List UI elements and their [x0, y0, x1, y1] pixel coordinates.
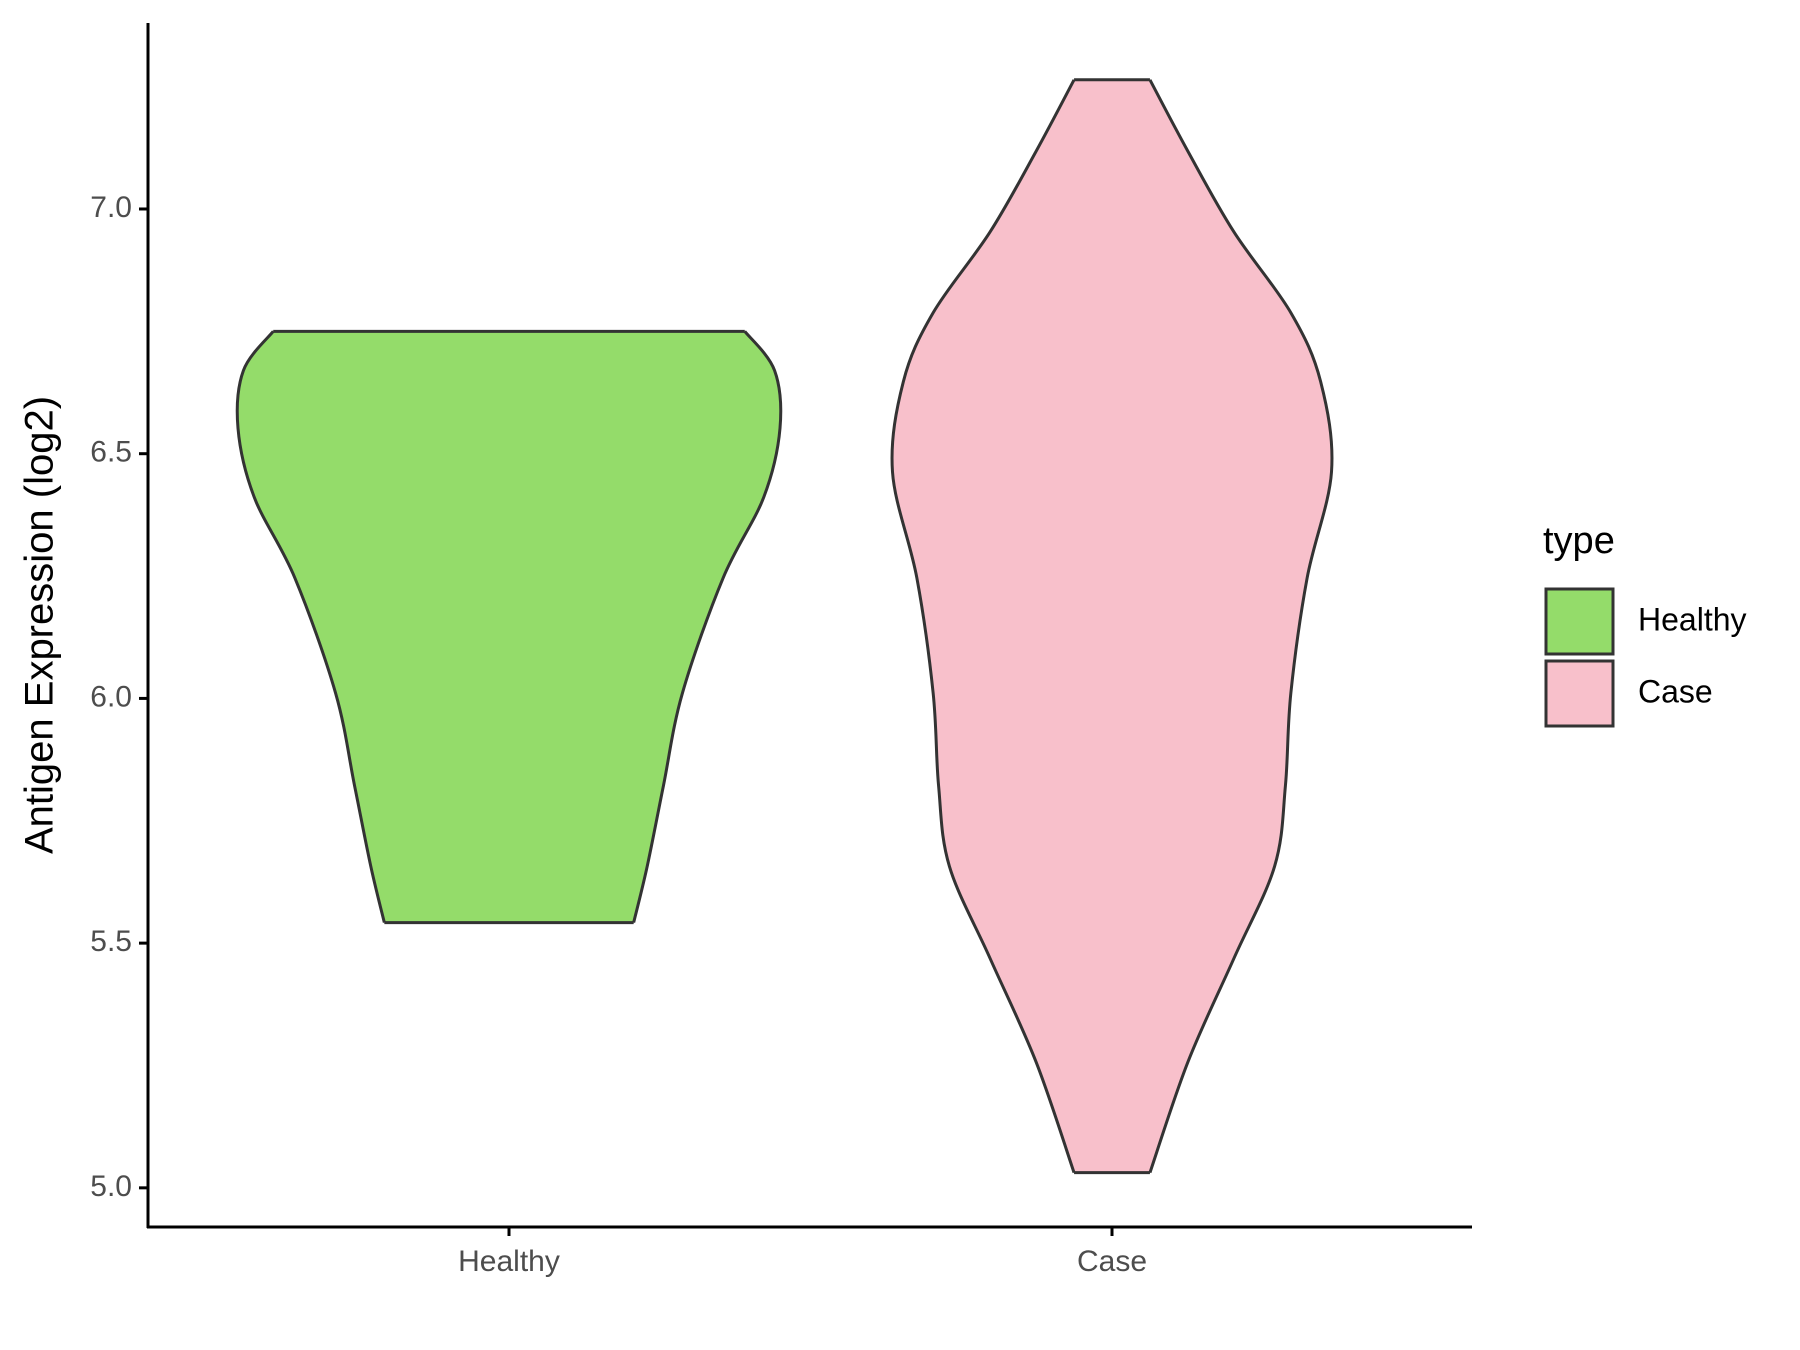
legend-key [1544, 659, 1615, 728]
violin-half [237, 331, 509, 923]
violin-outline [235, 330, 386, 923]
legend-label: Healthy [1638, 601, 1747, 637]
y-tick-label: 5.5 [90, 925, 132, 958]
legend-key [1544, 587, 1615, 656]
y-tick-label: 7.0 [90, 191, 132, 224]
y-tick-label: 6.5 [90, 436, 132, 469]
legend-title: type [1543, 520, 1615, 562]
violin-outline [1148, 79, 1334, 1174]
y-tick-label: 6.0 [90, 680, 132, 713]
violin-half [892, 79, 1112, 1173]
y-axis-label: Antigen Expression (log2) [18, 396, 62, 854]
violin-outline [632, 330, 783, 923]
legend-label: Case [1638, 673, 1713, 709]
violin-half [1112, 79, 1332, 1173]
violin-half [509, 331, 781, 923]
x-tick-label: Case [1077, 1245, 1147, 1278]
x-tick-label: Healthy [458, 1245, 560, 1278]
violin-outline [890, 79, 1076, 1174]
y-tick-label: 5.0 [90, 1170, 132, 1203]
